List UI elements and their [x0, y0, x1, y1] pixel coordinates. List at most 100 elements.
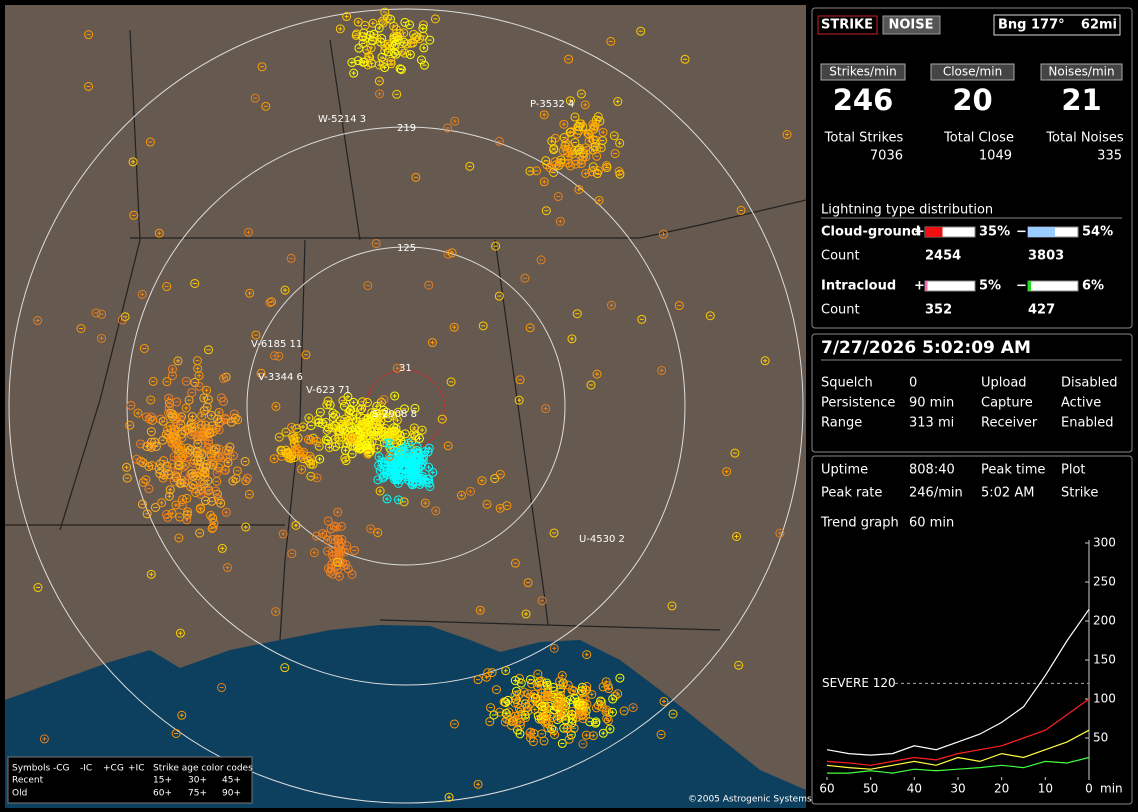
- strike: [242, 473, 252, 483]
- strike: [606, 300, 616, 310]
- percent-label: 35%: [979, 225, 1010, 240]
- strike: [390, 39, 400, 49]
- count-value: 3803: [1028, 249, 1064, 264]
- strike: [775, 528, 785, 538]
- strike: [146, 395, 156, 405]
- strike: [366, 427, 376, 437]
- x-tick-label: 10: [1038, 782, 1053, 796]
- strike: [533, 669, 543, 679]
- total-value: 1049: [979, 149, 1012, 164]
- strike: [608, 694, 618, 704]
- strike: [525, 166, 535, 176]
- setting: Persistence: [821, 396, 895, 411]
- strike: [136, 456, 146, 466]
- strike: [547, 136, 557, 146]
- strike: [175, 478, 185, 488]
- strike: [443, 441, 453, 451]
- strike: [410, 403, 420, 413]
- stat: 246/min: [909, 486, 963, 501]
- strike: [299, 447, 309, 457]
- strike: [157, 498, 167, 508]
- strike: [415, 479, 425, 489]
- strike: [520, 273, 530, 283]
- strike: [177, 710, 187, 720]
- strike: [392, 428, 402, 438]
- strike: [565, 96, 575, 106]
- strike: [514, 689, 524, 699]
- strike: [364, 51, 374, 61]
- rate-value: 21: [1061, 83, 1101, 117]
- strike-button[interactable]: [817, 15, 878, 35]
- strike: [308, 459, 318, 469]
- strike: [280, 663, 290, 673]
- strike: [194, 420, 204, 430]
- strike: [581, 730, 591, 740]
- legend-symbol: +CG: [103, 764, 124, 774]
- strike: [187, 388, 197, 398]
- strike: [395, 64, 405, 74]
- range-label: 219: [397, 123, 416, 134]
- strike: [343, 564, 353, 574]
- strike: [613, 97, 623, 107]
- strike: [240, 456, 250, 466]
- sign: +: [914, 279, 925, 294]
- station-label: V-623 71: [306, 385, 351, 396]
- strike: [555, 676, 565, 686]
- strike: [228, 451, 238, 461]
- strike: [395, 451, 405, 461]
- strike: [333, 507, 343, 517]
- strike: [414, 433, 424, 443]
- strike: [481, 672, 491, 682]
- strike: [312, 436, 322, 446]
- strike: [430, 14, 440, 24]
- strike: [513, 710, 523, 720]
- noise-button[interactable]: [882, 15, 941, 35]
- strike: [593, 700, 603, 710]
- strike: [166, 408, 176, 418]
- strike: [281, 445, 291, 455]
- strike: [547, 724, 557, 734]
- strike: [521, 609, 531, 619]
- strike: [478, 321, 488, 331]
- strike: [321, 435, 331, 445]
- strike: [385, 451, 395, 461]
- strike: [412, 472, 422, 482]
- strike: [407, 450, 417, 460]
- strike: [349, 545, 359, 555]
- strike: [148, 415, 158, 425]
- strike: [39, 734, 49, 744]
- strike: [596, 696, 606, 706]
- rate-label: Close/min: [943, 65, 1002, 79]
- strike: [323, 436, 333, 446]
- strike: [437, 414, 447, 424]
- strike: [155, 469, 165, 479]
- strike: [162, 377, 172, 387]
- strike: [541, 206, 551, 216]
- strike: [312, 473, 322, 483]
- y-tick-label: 200: [1093, 614, 1116, 628]
- type-label: Intracloud: [821, 279, 896, 294]
- strike: [514, 673, 524, 683]
- strike: [340, 445, 350, 455]
- strike: [126, 400, 136, 410]
- strike: [352, 29, 362, 39]
- strike: [549, 643, 559, 653]
- strike: [399, 497, 409, 507]
- setting: Upload: [981, 376, 1027, 391]
- strike: [537, 596, 547, 606]
- strike: [615, 169, 625, 179]
- sign: −: [1016, 225, 1027, 240]
- count-value: 352: [925, 303, 952, 318]
- strike: [133, 408, 143, 418]
- strike: [491, 241, 501, 251]
- percent-bar: [925, 281, 928, 291]
- strike: [424, 280, 434, 290]
- strike: [539, 736, 549, 746]
- strike: [549, 705, 559, 715]
- strike: [203, 395, 213, 405]
- strike: [615, 138, 625, 148]
- strike: [209, 446, 219, 456]
- strike: [216, 417, 226, 427]
